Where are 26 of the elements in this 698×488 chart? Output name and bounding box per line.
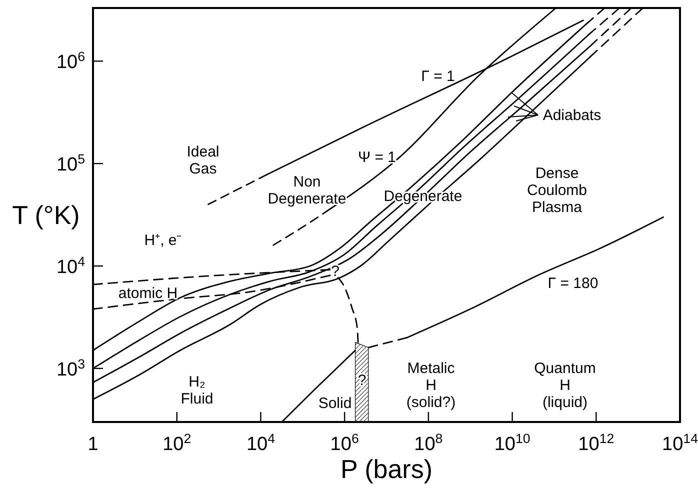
x-tick-label: 10$^{4}$ xyxy=(246,430,275,455)
annotation: Γ = 180 xyxy=(548,275,598,292)
x-tick-label: 10$^{8}$ xyxy=(414,430,443,455)
y-tick-label: 10$^{5}$ xyxy=(56,151,85,176)
x-tick-label: 10$^{6}$ xyxy=(330,430,359,455)
x-tick-label: 10$^{14}$ xyxy=(662,430,698,455)
y-tick-label: 10$^{6}$ xyxy=(56,48,85,74)
annotation: Solid xyxy=(318,395,352,412)
annotation: atomic H xyxy=(118,285,178,302)
y-axis-title: T (°K) xyxy=(12,200,80,230)
annotation: H⁺, e⁻ xyxy=(144,232,182,249)
x-tick-label: 1 xyxy=(88,434,98,455)
annotation: Quantum H (liquid) xyxy=(534,360,596,411)
annotation: Ideal Gas xyxy=(186,144,220,178)
y-tick-label: 10$^{3}$ xyxy=(56,356,85,380)
annotation: Metalic H (solid?) xyxy=(406,360,456,411)
x-tick-label: 10$^{2}$ xyxy=(162,430,192,455)
annotation: Γ = 1 xyxy=(421,68,455,85)
x-tick-label: 10$^{12}$ xyxy=(578,430,614,455)
x-axis-title: P (bars) xyxy=(340,454,432,484)
x-tick-label: 10$^{10}$ xyxy=(494,430,530,455)
annotation: Non Degenerate xyxy=(268,174,346,208)
annotation: Adiabats xyxy=(542,107,602,124)
annotation: H₂ Fluid xyxy=(180,374,214,408)
annotation: Dense Coulomb Plasma xyxy=(526,165,588,216)
y-tick-label: 10$^{4}$ xyxy=(56,253,85,278)
